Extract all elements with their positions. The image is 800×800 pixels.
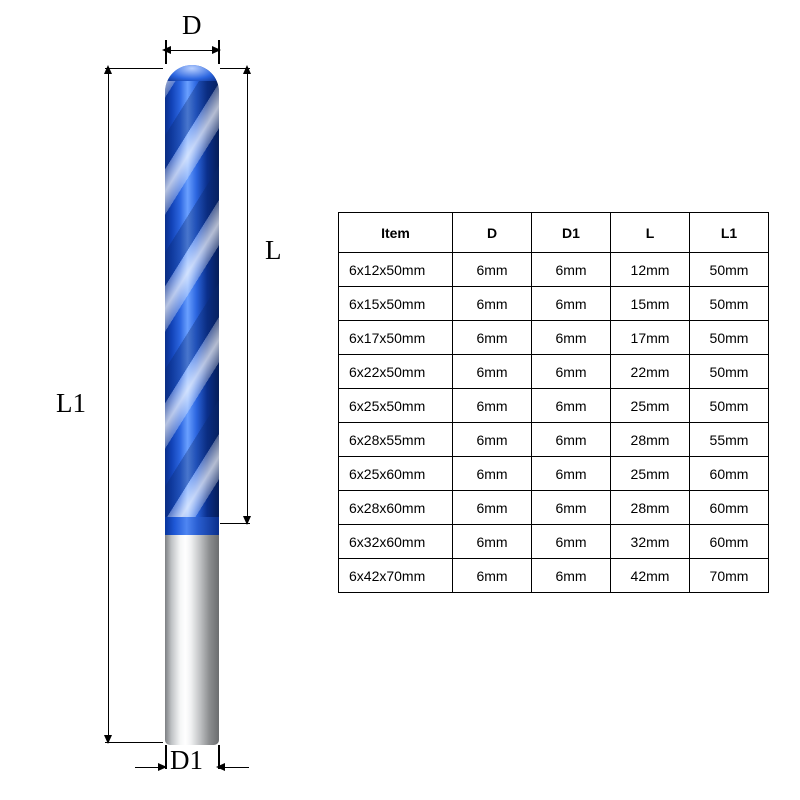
table-header-row: Item D D1 L L1 [339,213,769,253]
table-cell: 70mm [690,559,769,593]
table-cell: 6x28x55mm [339,423,453,457]
dim-label-l: L [265,235,282,266]
table-cell: 55mm [690,423,769,457]
table-cell: 17mm [611,321,690,355]
table-cell: 6mm [532,253,611,287]
dim-tick [105,742,163,743]
table-row: 6x22x50mm6mm6mm22mm50mm [339,355,769,389]
table-cell: 6mm [532,491,611,525]
table-cell: 25mm [611,389,690,423]
dim-label-d: D [182,10,202,41]
table-cell: 6x15x50mm [339,287,453,321]
table-cell: 6mm [532,287,611,321]
endmill-bit [165,65,219,745]
endmill-flute [165,65,219,517]
arrow-icon [104,735,112,744]
endmill-tip [165,65,219,81]
table-cell: 6mm [453,559,532,593]
arrow-icon [243,65,251,74]
table-cell: 42mm [611,559,690,593]
endmill-shank [165,535,219,745]
table-cell: 50mm [690,287,769,321]
table-row: 6x25x50mm6mm6mm25mm50mm [339,389,769,423]
table-cell: 6mm [532,457,611,491]
col-header-d: D [453,213,532,253]
arrow-icon [104,65,112,74]
table-cell: 6x25x60mm [339,457,453,491]
table-cell: 50mm [690,321,769,355]
table-cell: 50mm [690,389,769,423]
table-cell: 28mm [611,423,690,457]
endmill-diagram: D L L1 D1 [50,10,300,770]
table-cell: 6mm [453,525,532,559]
table-cell: 6x28x60mm [339,491,453,525]
table-cell: 22mm [611,355,690,389]
table-row: 6x12x50mm6mm6mm12mm50mm [339,253,769,287]
table-cell: 60mm [690,491,769,525]
table-cell: 60mm [690,457,769,491]
table-cell: 6mm [453,355,532,389]
spec-table: Item D D1 L L1 6x12x50mm6mm6mm12mm50mm6x… [338,212,769,593]
table-cell: 15mm [611,287,690,321]
table-row: 6x28x60mm6mm6mm28mm60mm [339,491,769,525]
table-cell: 6mm [532,423,611,457]
table-cell: 32mm [611,525,690,559]
arrow-icon [243,516,251,525]
col-header-d1: D1 [532,213,611,253]
table-cell: 6mm [453,491,532,525]
dim-tick [105,68,163,69]
table-cell: 6mm [532,389,611,423]
table-cell: 6mm [532,321,611,355]
table-cell: 6x42x70mm [339,559,453,593]
dim-label-d1: D1 [170,745,203,776]
table-cell: 6mm [453,457,532,491]
arrow-icon [162,46,171,54]
table-cell: 6mm [453,389,532,423]
table-cell: 28mm [611,491,690,525]
table-row: 6x17x50mm6mm6mm17mm50mm [339,321,769,355]
dim-line [108,70,109,742]
table-cell: 6mm [532,355,611,389]
table-row: 6x28x55mm6mm6mm28mm55mm [339,423,769,457]
dim-line [168,50,216,51]
dim-label-l1: L1 [56,388,86,419]
table-cell: 6mm [453,321,532,355]
col-header-l1: L1 [690,213,769,253]
dim-line [247,70,248,522]
arrow-icon [212,46,221,54]
table-cell: 6x32x60mm [339,525,453,559]
table-cell: 60mm [690,525,769,559]
table-cell: 6mm [532,559,611,593]
table-cell: 6mm [453,423,532,457]
col-header-l: L [611,213,690,253]
arrow-icon [216,763,225,771]
table-cell: 6x12x50mm [339,253,453,287]
arrow-icon [158,763,167,771]
table-cell: 6mm [453,287,532,321]
table-cell: 12mm [611,253,690,287]
col-header-item: Item [339,213,453,253]
table-row: 6x15x50mm6mm6mm15mm50mm [339,287,769,321]
endmill-collar [165,517,219,535]
table-cell: 50mm [690,253,769,287]
table-cell: 6mm [453,253,532,287]
table-cell: 6mm [532,525,611,559]
table-cell: 6x22x50mm [339,355,453,389]
table-row: 6x25x60mm6mm6mm25mm60mm [339,457,769,491]
table-row: 6x42x70mm6mm6mm42mm70mm [339,559,769,593]
table-cell: 25mm [611,457,690,491]
table-row: 6x32x60mm6mm6mm32mm60mm [339,525,769,559]
table-cell: 50mm [690,355,769,389]
table-cell: 6x17x50mm [339,321,453,355]
table-cell: 6x25x50mm [339,389,453,423]
